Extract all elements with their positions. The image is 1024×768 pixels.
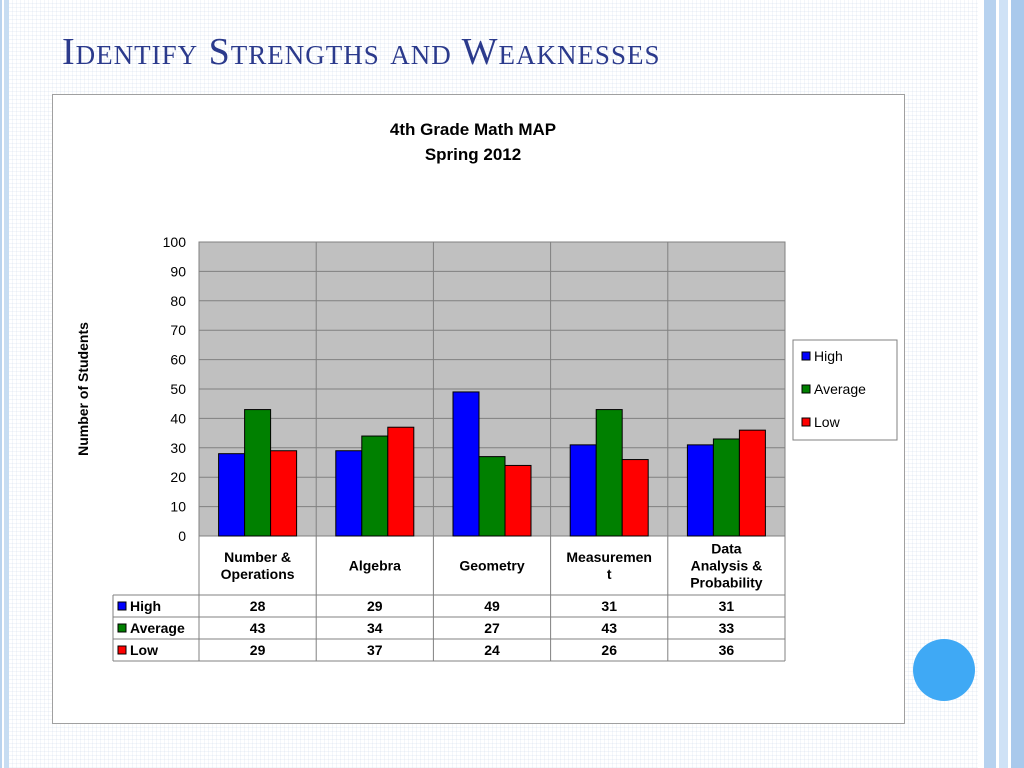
bar-low-1 [387, 426, 415, 537]
bar-low-3 [621, 459, 649, 537]
legend-key-low [801, 417, 811, 427]
table-value: 37 [367, 642, 383, 658]
y-tick-label: 70 [170, 322, 186, 338]
table-value: 34 [367, 620, 383, 636]
y-tick-label: 50 [170, 381, 186, 397]
bar-average-4 [712, 438, 740, 537]
legend-key-high [801, 351, 811, 361]
legend-label-average: Average [814, 381, 866, 397]
y-tick-label: 80 [170, 293, 186, 309]
category-label: Number & [224, 549, 291, 565]
legend-key-average [801, 384, 811, 394]
slide-title: Identify Strengths and Weaknesses [62, 31, 661, 73]
bar-high-2 [452, 391, 480, 537]
right-decorative-stripes [978, 0, 1024, 768]
table-value: 33 [719, 620, 735, 636]
table-value: 43 [250, 620, 266, 636]
y-tick-label: 90 [170, 263, 186, 279]
left-decorative-stripe [0, 0, 9, 768]
y-tick-label: 30 [170, 440, 186, 456]
category-label: Geometry [459, 558, 525, 574]
table-value: 31 [601, 598, 617, 614]
table-series-name: High [130, 598, 161, 614]
bar-high-3 [569, 444, 597, 537]
chart-title: 4th Grade Math MAP [390, 120, 556, 139]
table-value: 29 [367, 598, 383, 614]
category-label: Probability [690, 575, 763, 591]
table-value: 28 [250, 598, 266, 614]
bar-low-4 [738, 429, 766, 537]
bar-average-1 [361, 435, 389, 537]
table-value: 31 [719, 598, 735, 614]
bar-average-2 [478, 456, 506, 537]
legend-label-low: Low [814, 414, 841, 430]
decorative-circle [913, 639, 975, 701]
table-value: 24 [484, 642, 500, 658]
table-value: 29 [250, 642, 266, 658]
table-legend-key-average [117, 623, 127, 633]
y-tick-label: 0 [178, 528, 186, 544]
table-legend-key-high [117, 601, 127, 611]
category-label: Data [711, 541, 742, 557]
bar-high-0 [218, 453, 246, 537]
bar-low-2 [504, 464, 532, 537]
table-series-name: Average [130, 620, 185, 636]
legend-label-high: High [814, 348, 843, 364]
table-value: 26 [601, 642, 617, 658]
y-tick-label: 10 [170, 499, 186, 515]
table-value: 36 [719, 642, 735, 658]
bar-chart: 4th Grade Math MAP Spring 2012 0 10 20 30 40 50… [75, 120, 898, 662]
category-label: Measuremen [566, 549, 652, 565]
y-tick-label: 100 [163, 234, 187, 250]
y-axis-label: Number of Students [75, 322, 91, 456]
y-tick-label: 60 [170, 352, 186, 368]
y-tick-label: 20 [170, 469, 186, 485]
chart-frame: 4th Grade Math MAP Spring 2012 0 10 20 30 40 50… [52, 94, 905, 724]
bar-low-0 [270, 450, 298, 537]
category-label: t [607, 566, 612, 582]
bar-high-4 [686, 444, 714, 537]
y-tick-label: 40 [170, 410, 186, 426]
bar-average-0 [244, 409, 272, 537]
category-label: Algebra [349, 558, 401, 574]
table-value: 43 [601, 620, 617, 636]
category-label: Operations [221, 566, 295, 582]
table-value: 27 [484, 620, 500, 636]
bar-average-3 [595, 409, 623, 537]
chart-subtitle: Spring 2012 [425, 145, 521, 164]
table-series-name: Low [130, 642, 158, 658]
category-label: Analysis & [691, 558, 763, 574]
bar-high-1 [335, 450, 363, 537]
table-value: 49 [484, 598, 500, 614]
table-legend-key-low [117, 645, 127, 655]
